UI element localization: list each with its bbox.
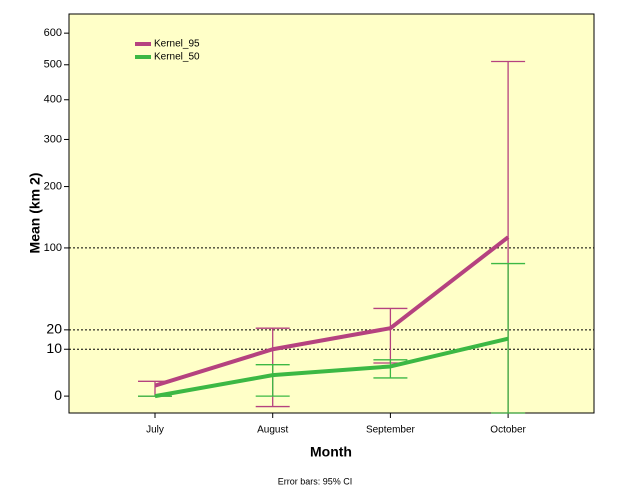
x-tick-label: October	[490, 425, 526, 436]
series-line	[154, 235, 510, 388]
series-line	[154, 336, 509, 399]
y-axis-title: Mean (km 2)	[27, 173, 43, 254]
y-tick-label: 100	[44, 242, 62, 254]
y-tick-label: 500	[44, 59, 62, 71]
footnote: Error bars: 95% CI	[278, 476, 353, 486]
legend-label: Kernel_50	[154, 52, 200, 63]
y-tick-label: 300	[44, 133, 62, 145]
y-tick-label: 600	[44, 27, 62, 39]
y-tick-label: 0	[54, 387, 62, 403]
legend-label: Kernel_95	[154, 39, 200, 50]
x-tick-label: September	[366, 425, 416, 436]
y-tick-label: 20	[46, 321, 62, 337]
y-tick-label: 400	[44, 94, 62, 106]
plot-area	[68, 13, 595, 414]
x-tick-label: August	[257, 425, 288, 436]
y-tick-label: 200	[44, 180, 62, 192]
x-tick-label: July	[146, 425, 164, 436]
y-tick-label: 10	[46, 340, 62, 356]
x-axis-title: Month	[310, 444, 352, 460]
